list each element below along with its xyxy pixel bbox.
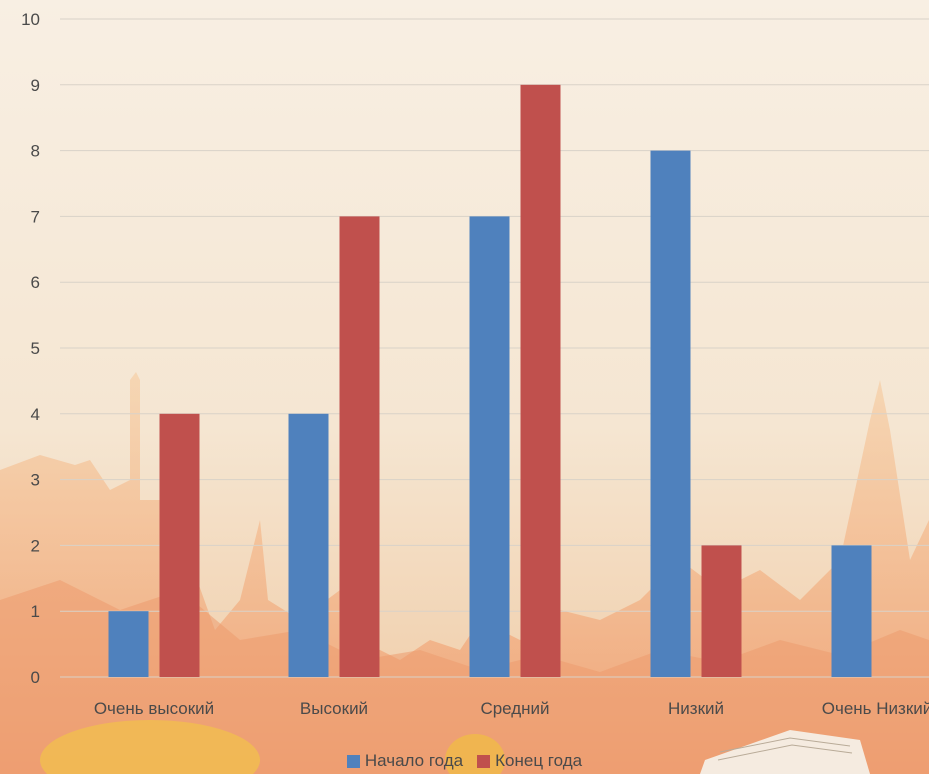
x-tick-label: Средний	[480, 699, 549, 718]
y-tick-label: 2	[31, 536, 40, 555]
bar-end-3	[701, 545, 742, 677]
bar-end-1	[339, 216, 380, 677]
bars	[108, 84, 872, 678]
bar-start-0	[108, 611, 149, 677]
x-tick-label: Низкий	[668, 699, 724, 718]
y-tick-label: 8	[31, 142, 40, 161]
bar-end-0	[159, 413, 200, 677]
x-tick-label: Высокий	[300, 699, 368, 718]
y-tick-label: 7	[31, 207, 40, 226]
y-tick-label: 5	[31, 339, 40, 358]
x-tick-label: Очень Низкий	[822, 699, 929, 718]
legend-label-start: Начало года	[364, 751, 464, 770]
bar-start-1	[288, 413, 329, 677]
legend-swatch-start	[346, 754, 360, 768]
y-tick-label: 1	[31, 602, 40, 621]
bar-start-4	[831, 545, 872, 677]
y-tick-label: 10	[21, 10, 40, 29]
legend-label-end: Конец года	[495, 751, 583, 770]
y-tick-label: 4	[31, 405, 40, 424]
y-tick-label: 6	[31, 273, 40, 292]
legend-item-start: Начало года	[346, 751, 464, 771]
bar-start-2	[469, 216, 510, 677]
bar-start-3	[650, 150, 691, 678]
bar-end-2	[520, 84, 561, 678]
chart-legend: Начало года Конец года	[0, 749, 929, 773]
y-axis-ticks: 0 1 2 3 4 5 6 7 8 9 10	[21, 10, 40, 687]
legend-swatch-end	[477, 754, 491, 768]
legend-item-end: Конец года	[477, 751, 582, 771]
y-tick-label: 0	[31, 668, 40, 687]
y-tick-label: 3	[31, 471, 40, 490]
x-axis-ticks: Очень высокий Высокий Средний Низкий Очень Н…	[94, 699, 929, 718]
y-tick-label: 9	[31, 76, 40, 95]
x-tick-label: Очень высокий	[94, 699, 214, 718]
